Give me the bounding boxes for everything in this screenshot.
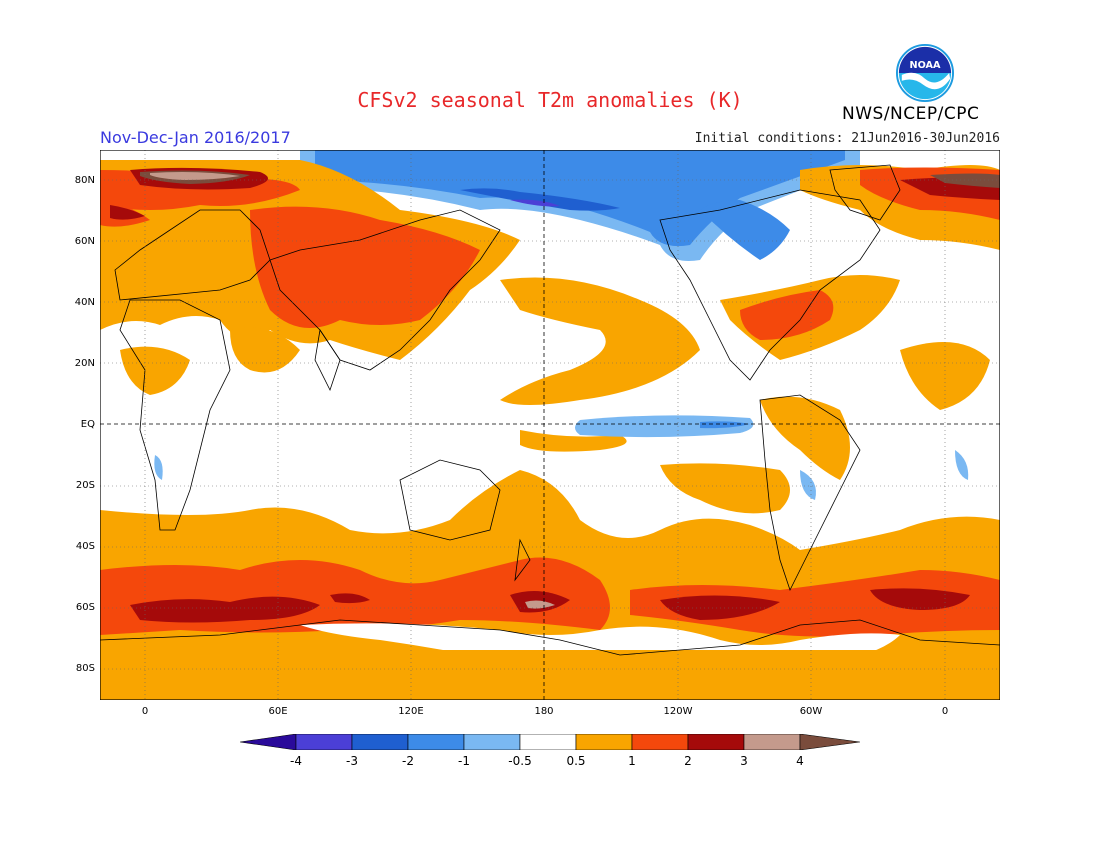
lat-label: 80N <box>74 175 95 186</box>
colorbar-swatch <box>575 734 633 750</box>
lat-label: 20S <box>75 480 95 491</box>
colorbar <box>240 734 860 750</box>
lon-label: 120W <box>663 706 693 717</box>
lon-label: 60E <box>268 706 288 717</box>
lon-label: 180 <box>534 706 554 717</box>
lon-label: 0 <box>141 706 149 717</box>
colorbar-swatch <box>407 734 465 750</box>
lat-label: 40S <box>75 541 95 552</box>
colorbar-swatch <box>463 734 521 750</box>
colorbar-label: -1 <box>458 754 470 768</box>
colorbar-label: 3 <box>740 754 748 768</box>
lat-label: 60S <box>75 602 95 613</box>
logo-text: NOAA <box>910 60 942 71</box>
coastlines <box>100 164 1000 656</box>
lon-label: 0 <box>941 706 949 717</box>
lat-label: 20N <box>74 358 95 369</box>
agency-label: NWS/NCEP/CPC <box>842 104 980 124</box>
colorbar-label: -4 <box>290 754 302 768</box>
colorbar-swatch <box>631 734 689 750</box>
lat-label: EQ <box>80 419 95 430</box>
lat-label: 40N <box>74 297 95 308</box>
colorbar-swatch <box>240 734 297 750</box>
colorbar-label: -2 <box>402 754 414 768</box>
colorbar-label: 2 <box>684 754 692 768</box>
colorbar-swatch <box>743 734 801 750</box>
noaa-logo-icon: NOAA <box>896 44 954 102</box>
colorbar-label: -0.5 <box>508 754 532 768</box>
anomaly-map <box>100 150 1000 700</box>
equatorial-cold-anomaly <box>575 415 754 438</box>
lon-label: 120E <box>398 706 424 717</box>
lat-label: 80S <box>75 663 95 674</box>
colorbar-label: 0.5 <box>566 754 586 768</box>
colorbar-swatch <box>295 734 353 750</box>
colorbar-label: -3 <box>346 754 358 768</box>
pacific-warm-anomaly <box>500 277 700 405</box>
season-label: Nov-Dec-Jan 2016/2017 <box>100 128 291 147</box>
colorbar-swatch <box>519 734 577 750</box>
initial-conditions: Initial conditions: 21Jun2016-30Jun2016 <box>694 131 1000 146</box>
colorbar-swatch <box>799 734 860 750</box>
map-title: CFSv2 seasonal T2m anomalies (K) <box>357 88 743 112</box>
colorbar-swatch <box>351 734 409 750</box>
lat-label: 60N <box>74 236 95 247</box>
lon-label: 60W <box>799 706 823 717</box>
colorbar-swatch <box>687 734 745 750</box>
colorbar-label: 1 <box>628 754 636 768</box>
colorbar-label: 4 <box>796 754 804 768</box>
